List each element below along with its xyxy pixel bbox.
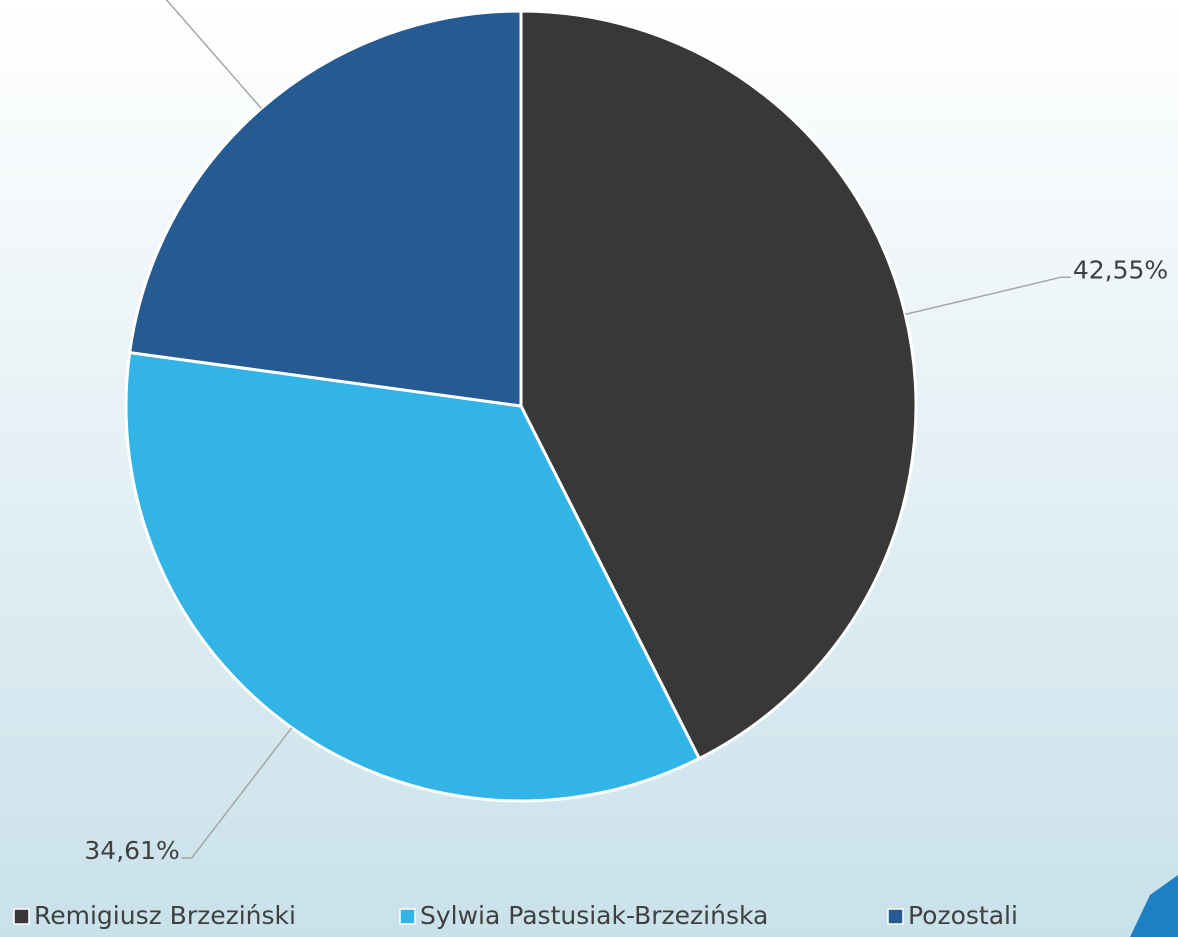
data-labels: 42,55%34,61%22,84%: [84, 0, 1168, 865]
slice: [127, 9, 523, 408]
legend-swatch: [887, 908, 904, 925]
legend: Remigiusz Brzeziński Sylwia Pastusiak-Brz…: [13, 901, 1018, 930]
pie: [124, 9, 918, 803]
legend-label: Pozostali: [908, 901, 1018, 930]
legend-swatch: [13, 908, 30, 925]
data-label: 42,55%: [1073, 255, 1168, 284]
corner-decoration: [1130, 875, 1178, 937]
legend-swatch: [399, 908, 416, 925]
slice: [519, 9, 918, 761]
leader-line: [905, 276, 1071, 316]
leader-line: [165, 0, 262, 109]
legend-label: Remigiusz Brzeziński: [34, 901, 296, 930]
data-label: 34,61%: [84, 836, 179, 865]
leader-line: [181, 727, 293, 859]
legend-label: Sylwia Pastusiak-Brzezińska: [420, 901, 768, 930]
